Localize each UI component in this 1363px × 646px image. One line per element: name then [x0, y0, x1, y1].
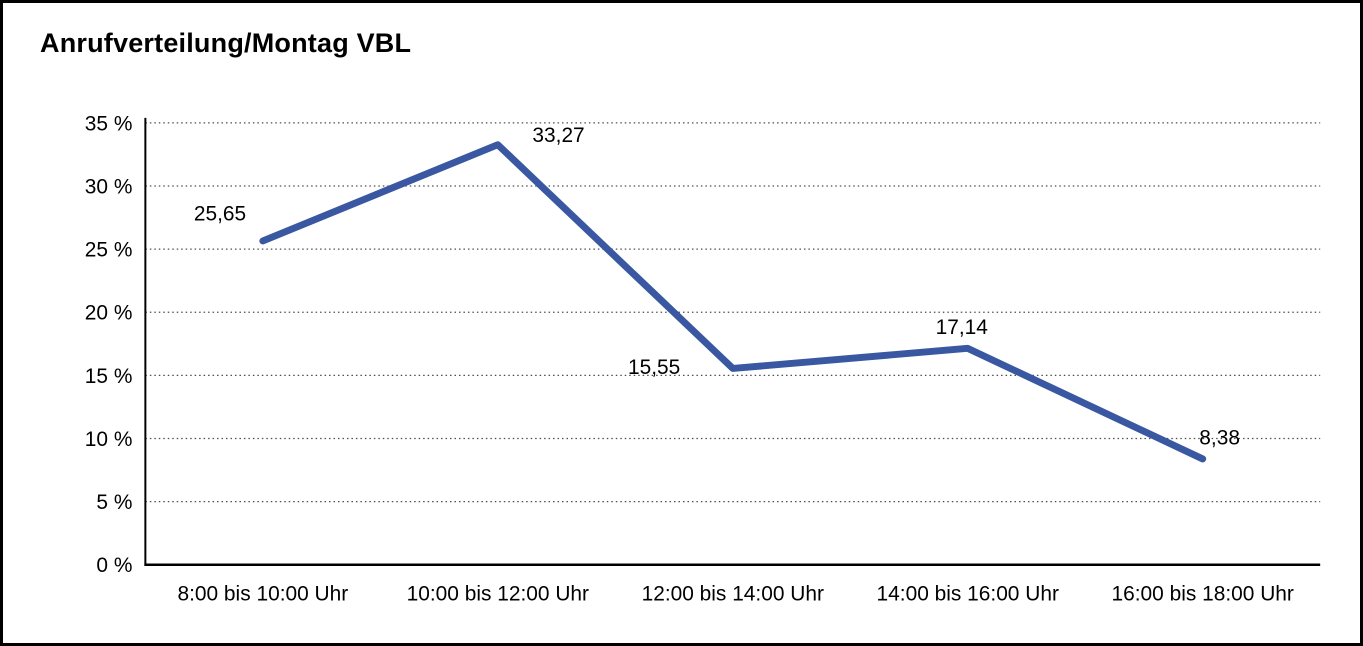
y-tick-label: 20 %: [85, 302, 133, 325]
y-tick-label: 5 %: [96, 491, 132, 514]
data-point-label: 15,55: [628, 356, 680, 379]
data-point-label: 33,27: [532, 124, 584, 147]
y-tick-label: 10 %: [85, 428, 133, 451]
y-tick-label: 0 %: [96, 554, 132, 577]
data-point-label: 8,38: [1199, 427, 1240, 450]
chart-title: Anrufverteilung/Montag VBL: [40, 28, 412, 58]
y-tick-label: 15 %: [85, 365, 133, 388]
x-tick-label: 14:00 bis 16:00 Uhr: [877, 582, 1059, 605]
data-point-label: 17,14: [936, 316, 988, 339]
y-tick-label: 30 %: [85, 175, 133, 198]
x-tick-label: 10:00 bis 12:00 Uhr: [407, 582, 589, 605]
y-tick-label: 25 %: [85, 239, 133, 262]
y-tick-label: 35 %: [85, 112, 133, 135]
x-tick-label: 12:00 bis 14:00 Uhr: [642, 582, 824, 605]
data-point-label: 25,65: [194, 203, 246, 226]
data-line: [259, 141, 1207, 463]
x-tick-label: 16:00 bis 18:00 Uhr: [1112, 582, 1294, 605]
x-tick-label: 8:00 bis 10:00 Uhr: [177, 582, 348, 605]
line-chart: 0 % 5 % 10 % 15 % 20 % 25 % 30 % 35 % 8:00 bis 1…: [85, 112, 1321, 605]
